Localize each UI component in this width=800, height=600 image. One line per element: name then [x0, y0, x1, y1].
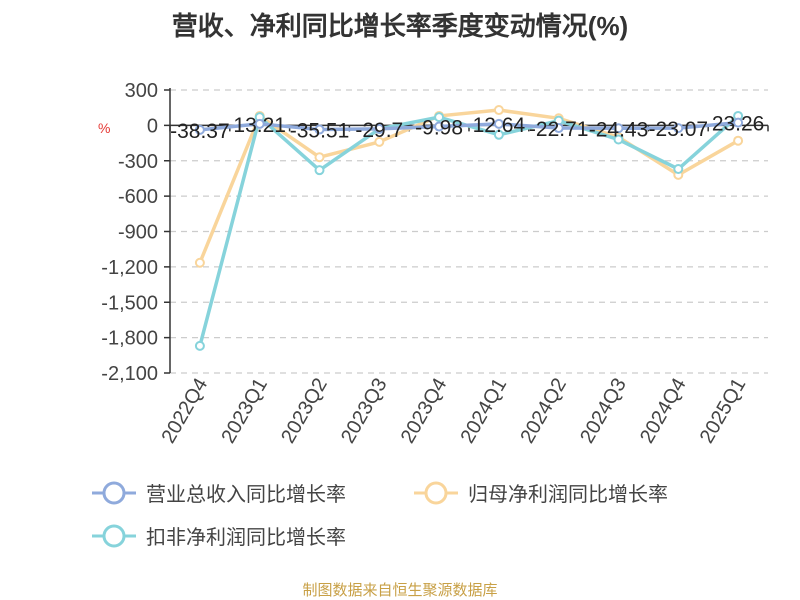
data-label: 23.26	[712, 113, 765, 136]
x-tick-label: 2024Q1	[457, 375, 512, 448]
series-0-point	[434, 121, 445, 132]
series-1-point	[493, 105, 504, 116]
legend-revenue[interactable]: 营业总收入同比增长率	[90, 478, 346, 507]
data-label: -29.7	[355, 119, 403, 142]
x-tick-label: 2023Q1	[217, 375, 272, 448]
legend-net-profit[interactable]: 归母净利润同比增长率	[412, 478, 668, 507]
series-2-point	[673, 164, 684, 175]
x-tick-label: 2024Q3	[576, 375, 631, 448]
series-1-point	[374, 136, 385, 147]
series-0-point	[673, 123, 684, 134]
series-0-point	[553, 123, 564, 134]
line-chart: 300 0 -300 -600 -900 -1,200 -1,500 -1,800 -2,100…	[101, 80, 769, 448]
series-2-point	[493, 129, 504, 140]
y-tick-label: 0	[147, 115, 158, 137]
legend-revenue-marker	[92, 481, 136, 504]
legend-deducted-net-profit-marker	[92, 524, 136, 547]
y-axis: 300 0 -300 -600 -900 -1,200 -1,500 -1,800 -2,100	[101, 80, 171, 385]
source-footer: 制图数据来自恒生聚源数据库	[302, 582, 498, 599]
series-lines	[194, 105, 744, 351]
series-1-point	[194, 257, 205, 268]
series-1-point	[314, 152, 325, 163]
x-tick-label: 2023Q2	[277, 375, 332, 448]
chart-title: 营收、净利同比增长率季度变动情况(%)	[171, 11, 629, 41]
legend-deducted-net-profit-circle	[102, 524, 126, 547]
legend-net-profit-label: 归母净利润同比增长率	[468, 484, 668, 506]
y-tick-label: -900	[118, 222, 158, 244]
legend-deducted-net-profit[interactable]: 扣非净利润同比增长率	[90, 521, 346, 550]
data-label: -23.07	[649, 118, 709, 141]
series-0-point	[493, 118, 504, 129]
legend-revenue-label: 营业总收入同比增长率	[146, 484, 346, 506]
series-line-0	[199, 120, 739, 132]
series-0-point	[254, 118, 265, 129]
data-label: -22.71	[529, 118, 589, 141]
legend-deducted-net-profit-label: 扣非净利润同比增长率	[146, 527, 346, 549]
legend-net-profit-marker	[414, 481, 458, 504]
data-label: 13.21	[233, 114, 286, 137]
data-label: -35.51	[290, 120, 350, 143]
series-0-point	[314, 124, 325, 135]
grid-lines	[170, 89, 768, 374]
x-tick-label: 2023Q3	[337, 375, 392, 448]
data-label: 12.64	[473, 114, 526, 137]
y-tick-label: 300	[125, 80, 158, 102]
legend-net-profit-circle	[424, 481, 448, 504]
data-label: -38.37	[170, 120, 230, 143]
legend-revenue-circle	[102, 481, 126, 504]
y-tick-label: -1,200	[101, 257, 158, 279]
x-tick-label: 2024Q2	[516, 375, 571, 448]
y-tick-label: -1,500	[101, 292, 158, 314]
data-label: -24.43	[589, 118, 649, 141]
series-2-point	[434, 112, 445, 123]
y-unit-label: %	[98, 120, 111, 136]
series-2-point	[314, 165, 325, 176]
x-tick-label: 2022Q4	[158, 375, 213, 448]
x-tick-label: 2025Q1	[696, 375, 751, 448]
y-tick-label: -600	[118, 186, 158, 208]
series-2-point	[194, 340, 205, 351]
data-labels: -38.37 13.21 -35.51 -29.7 -9.98 12.64 -22.71 -2…	[170, 113, 764, 143]
x-tick-label: 2024Q4	[636, 375, 691, 448]
series-0-point	[374, 123, 385, 134]
y-tick-label: -1,800	[101, 328, 158, 350]
series-2-point	[613, 134, 624, 145]
series-0-point	[733, 117, 744, 128]
series-0-point	[194, 124, 205, 135]
x-tick-label: 2023Q4	[397, 374, 452, 447]
series-1-point	[733, 135, 744, 146]
series-0-point	[613, 123, 624, 134]
y-tick-label: -2,100	[101, 363, 158, 385]
y-tick-label: -300	[118, 151, 158, 173]
data-label: -9.98	[415, 117, 463, 140]
